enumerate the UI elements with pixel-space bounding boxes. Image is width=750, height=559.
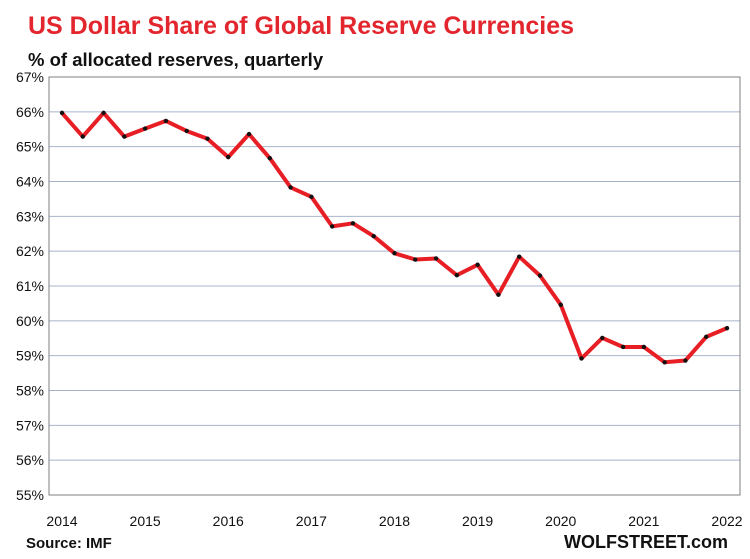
- chart-subtitle: % of allocated reserves, quarterly: [28, 49, 324, 70]
- data-point: [184, 128, 189, 134]
- data-point: [80, 134, 85, 139]
- data-point: [454, 273, 460, 278]
- x-tick-label: 2020: [545, 513, 576, 529]
- data-point: [600, 335, 605, 341]
- y-tick-label: 56%: [16, 452, 44, 468]
- y-tick-label: 59%: [16, 348, 44, 364]
- y-tick-label: 61%: [16, 278, 44, 294]
- data-point: [59, 110, 65, 116]
- brand-watermark: WOLFSTREET.com: [563, 532, 728, 552]
- data-point: [350, 221, 356, 226]
- data-point: [641, 344, 647, 350]
- data-point: [392, 251, 397, 256]
- y-tick-label: 67%: [16, 69, 44, 85]
- data-point: [433, 256, 439, 261]
- y-tick-label: 65%: [16, 139, 44, 155]
- y-tick-label: 58%: [16, 383, 44, 399]
- data-point: [267, 155, 273, 161]
- data-point-markers: [59, 110, 730, 365]
- x-tick-label: 2017: [296, 513, 327, 529]
- x-tick-label: 2021: [628, 513, 659, 529]
- x-tick-label: 2018: [379, 513, 410, 529]
- source-note: Source: IMF: [26, 535, 112, 552]
- data-point: [205, 136, 210, 141]
- data-point: [620, 344, 626, 350]
- data-point: [537, 273, 543, 278]
- chart-title: US Dollar Share of Global Reserve Curren…: [28, 12, 575, 40]
- x-tick-label: 2019: [462, 513, 493, 529]
- data-point: [226, 154, 231, 160]
- x-tick-label: 2022: [711, 513, 742, 529]
- plot-frame: [48, 76, 741, 496]
- y-tick-label: 57%: [16, 417, 44, 433]
- y-axis-tick-labels: 55% 56% 57% 58% 59% 60% 61% 62% 63% 64% 65% 66% 67%: [16, 69, 44, 503]
- data-point: [288, 185, 293, 190]
- y-tick-label: 55%: [16, 487, 44, 503]
- data-point: [558, 302, 563, 308]
- data-point: [579, 356, 584, 361]
- data-point: [246, 131, 252, 137]
- data-point: [329, 224, 335, 229]
- data-point: [122, 134, 127, 139]
- data-point: [704, 334, 709, 340]
- data-point: [475, 262, 480, 267]
- gridlines: [49, 76, 740, 496]
- y-tick-label: 64%: [16, 174, 44, 190]
- data-point: [142, 126, 148, 131]
- data-point: [724, 325, 730, 331]
- x-tick-label: 2015: [130, 513, 161, 529]
- data-point: [371, 233, 376, 239]
- data-point: [662, 360, 667, 365]
- data-point: [516, 254, 522, 259]
- y-tick-label: 63%: [16, 208, 44, 224]
- data-point: [309, 194, 314, 200]
- x-tick-label: 2014: [46, 513, 77, 529]
- data-point: [163, 118, 169, 124]
- data-point: [101, 110, 106, 116]
- data-point: [683, 358, 688, 363]
- x-tick-label: 2016: [213, 513, 244, 529]
- series-line: [60, 110, 729, 365]
- x-axis-tick-labels: 2014 2015 2016 2017 2018 2019 2020 2021 2022: [46, 513, 742, 529]
- y-tick-label: 62%: [16, 243, 44, 259]
- y-tick-label: 60%: [16, 313, 44, 329]
- data-point: [496, 292, 501, 297]
- data-point: [413, 257, 418, 262]
- y-tick-label: 66%: [16, 104, 44, 120]
